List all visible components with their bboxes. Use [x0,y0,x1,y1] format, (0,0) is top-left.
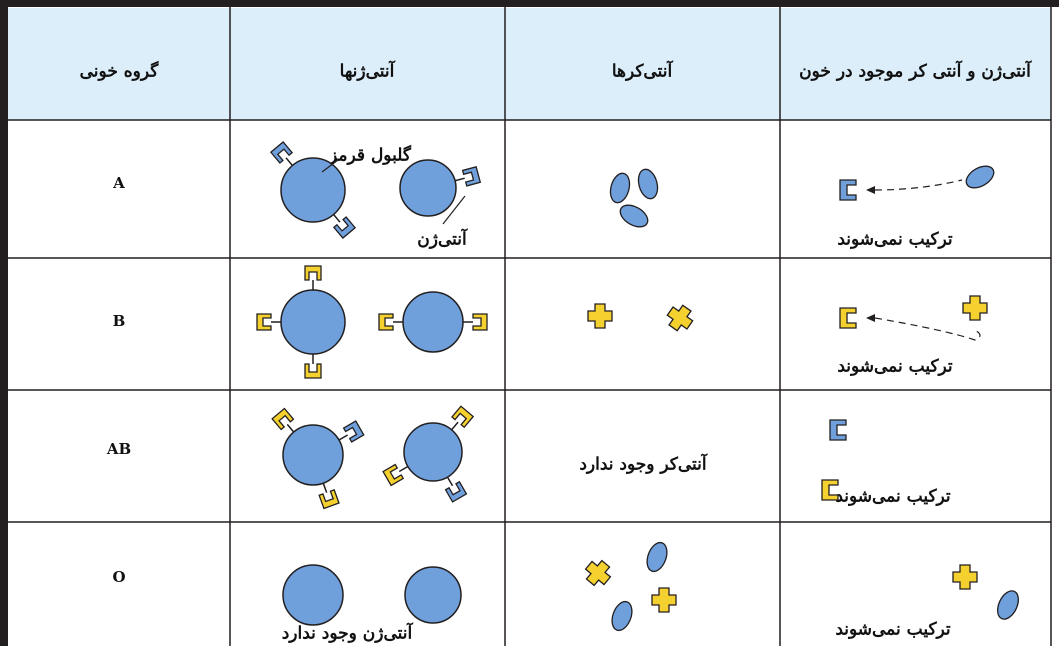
result-label: ترکیب نمی‌شوند [837,357,953,377]
antigen [463,313,488,331]
antigen [271,407,295,433]
antigen [338,420,365,443]
antibody [952,564,978,590]
antigen [451,405,475,431]
antibody [646,541,668,573]
antigen-stem [338,434,349,441]
header-cell: آنتی‌ژنها [340,60,396,82]
red-blood-cell [282,564,344,626]
top-border [0,0,1059,7]
antigen-shape [839,179,857,201]
result-label: ترکیب نمی‌شوند [837,230,953,250]
red-blood-cell [404,566,462,624]
group-label: O [112,568,125,586]
antibody [666,304,694,332]
red-blood-cell [282,424,344,486]
antigen [454,166,482,187]
antigen-stem [454,177,465,182]
antibody [651,587,677,613]
antigen-stem [446,476,454,487]
header-cell: آنتی‌کرها [612,60,674,82]
antigen [269,141,294,166]
antibody [965,165,995,189]
header-cell: آنتی‌ژن و آنتی کر موجود در خون [799,60,1032,82]
antibody [619,204,649,228]
arrow [874,317,981,341]
antigen [378,313,403,331]
header-cell: گروه خونی [80,61,160,82]
result-label: ترکیب نمی‌شوند [835,487,951,507]
result-label: ترکیب نمی‌شوند [835,620,951,640]
pointer [442,195,466,225]
antigen-stem [332,214,341,223]
antigen-shape [378,313,394,331]
red-blood-cell [402,291,464,353]
antigen-shape [839,307,857,329]
antigen [304,265,322,290]
antigen [304,354,322,379]
red-blood-cell [280,157,346,223]
antigen [821,479,839,501]
antigen [829,419,847,441]
antigen-shape [821,479,839,501]
arrow-head [866,314,875,322]
no-antibody-note: آنتی‌کر وجود ندارد [579,453,708,475]
group-label: B [113,312,126,330]
antigen-stem [285,157,294,166]
group-label: AB [106,440,131,458]
antibody [962,295,988,321]
group-label: A [112,174,125,192]
antibody [587,303,613,329]
antibody [584,559,612,587]
antigen [839,179,857,201]
grid [8,7,1052,646]
antigen-shape [318,489,340,510]
antigen-shape [461,166,482,187]
arrow-head [866,186,875,194]
red-blood-cell [403,422,463,482]
pointer [321,159,339,173]
antigen-shape [304,265,322,281]
antigen-shape [472,313,488,331]
antigen [256,313,281,331]
antigen-shape [444,480,468,503]
antigen [444,476,468,503]
antigen-shape [382,463,405,487]
antigen [839,307,857,329]
antigen-shape [269,141,294,164]
antigen [332,214,357,239]
antibody [609,172,631,204]
antigen-stem [398,465,409,473]
antigen-shape [342,420,365,443]
antigen [318,482,340,510]
antigen-shape [451,405,475,429]
red-blood-cell [399,159,457,217]
antigen-label: آنتی‌ژن [417,228,468,250]
antigen-shape [829,419,847,441]
antigen [382,463,409,487]
antigen-stem [322,482,328,493]
antigen-shape [332,216,357,239]
antigen-shape [304,363,322,379]
antigen-shape [256,313,272,331]
no-antigen-note: آنتی‌ژن وجود ندارد [282,622,414,644]
left-border [0,0,8,646]
antibody [997,590,1019,620]
red-cell-label: گلبول قرمز [327,145,412,166]
antibody [611,600,633,632]
antibody [637,168,659,200]
red-blood-cell [280,289,346,355]
antigen-stem [451,421,459,431]
antigen-shape [271,407,295,431]
antigen-stem [286,423,295,433]
header-background [8,8,1051,120]
